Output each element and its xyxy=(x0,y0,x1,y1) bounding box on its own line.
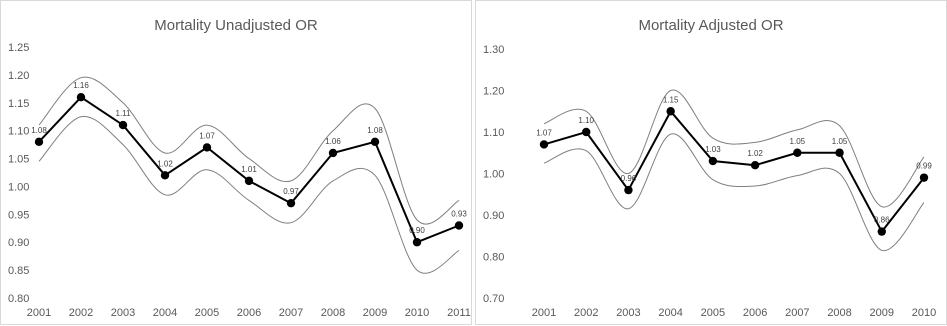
upper-ci-line xyxy=(38,76,460,225)
data-point xyxy=(328,148,338,158)
x-tick-label: 2004 xyxy=(153,307,177,319)
y-tick-label: 1.00 xyxy=(483,169,504,181)
lower-ci-line xyxy=(38,116,460,274)
data-label: 1.11 xyxy=(116,109,132,118)
adjusted-or-chart-panel: Mortality Adjusted OR 0.70 0.80 0.90 1.00 1.… xyxy=(475,0,947,325)
estimate-line xyxy=(543,109,925,234)
y-tick-label: 1.20 xyxy=(483,86,504,98)
x-tick-label: 2007 xyxy=(279,307,303,319)
x-tick-label: 2004 xyxy=(658,307,682,319)
x-tick-label: 2002 xyxy=(69,307,93,319)
data-label: 1.16 xyxy=(73,81,89,90)
data-point xyxy=(76,93,86,102)
x-tick-label: 2010 xyxy=(912,307,936,319)
y-tick-label: 0.80 xyxy=(483,252,504,264)
chart-title: Mortality Unadjusted OR xyxy=(154,17,318,34)
x-tick-label: 2007 xyxy=(785,307,809,319)
data-point xyxy=(539,140,549,149)
data-point xyxy=(877,227,886,236)
x-tick-label: 2008 xyxy=(321,307,345,319)
data-label: 1.05 xyxy=(832,137,848,146)
y-tick-label: 0.80 xyxy=(8,293,29,305)
x-tick-label: 2011 xyxy=(447,307,471,319)
data-point xyxy=(202,143,212,152)
data-point xyxy=(286,198,296,208)
x-tick-label: 2002 xyxy=(574,307,598,319)
y-tick-label: 0.95 xyxy=(8,209,29,221)
data-point xyxy=(454,221,464,230)
x-tick-label: 2010 xyxy=(405,307,429,319)
data-point xyxy=(835,148,844,157)
x-tick-label: 2009 xyxy=(363,307,387,319)
y-tick-label: 0.90 xyxy=(8,237,29,249)
data-label: 1.15 xyxy=(663,95,679,104)
unadjusted-or-chart: 0.80 0.85 0.90 0.95 1.00 1.05 1.10 1.15 1.20 1.25… xyxy=(8,42,471,319)
x-tick-label: 2008 xyxy=(827,307,851,319)
data-label: 1.02 xyxy=(157,159,173,168)
data-point xyxy=(118,120,128,130)
y-tick-label: 1.15 xyxy=(8,98,29,110)
data-point xyxy=(160,171,170,180)
x-tick-label: 2003 xyxy=(616,307,640,319)
unadjusted-or-chart-panel: Mortality Unadjusted OR 0.80 0.85 0.90 0.95… xyxy=(0,0,472,325)
data-point xyxy=(370,137,380,147)
data-point xyxy=(708,156,718,166)
y-tick-label: 1.20 xyxy=(8,70,29,82)
data-label: 1.07 xyxy=(536,128,552,137)
adjusted-or-chart: 0.70 0.80 0.90 1.00 1.10 1.20 1.30 2001 2002 2003… xyxy=(483,44,936,319)
y-tick-label: 0.90 xyxy=(483,210,504,222)
data-label: 0.93 xyxy=(451,209,467,218)
data-label: 0.90 xyxy=(409,226,425,235)
data-label: 1.08 xyxy=(31,126,47,135)
y-tick-label: 1.10 xyxy=(483,127,504,139)
x-tick-label: 2005 xyxy=(195,307,219,319)
data-label: 1.01 xyxy=(241,165,257,174)
x-tick-label: 2003 xyxy=(111,307,135,319)
x-tick-label: 2006 xyxy=(743,307,767,319)
data-label: 1.05 xyxy=(790,137,806,146)
data-label: 1.10 xyxy=(578,116,594,125)
data-point xyxy=(750,161,760,170)
data-label: 0.99 xyxy=(916,162,932,171)
data-point xyxy=(666,107,675,116)
x-tick-label: 2001 xyxy=(532,307,556,319)
data-point xyxy=(412,238,422,247)
y-tick-label: 1.00 xyxy=(8,181,29,193)
x-tick-label: 2001 xyxy=(27,307,51,319)
data-point xyxy=(34,137,44,147)
y-tick-label: 1.10 xyxy=(8,126,29,138)
data-point xyxy=(582,127,591,137)
data-label: 1.08 xyxy=(367,126,383,135)
data-label: 0.97 xyxy=(283,187,299,196)
lower-ci-line xyxy=(543,133,925,251)
y-tick-label: 1.25 xyxy=(8,42,29,54)
data-label: 1.07 xyxy=(199,131,215,140)
data-label: 0.96 xyxy=(621,174,637,183)
x-tick-label: 2005 xyxy=(701,307,725,319)
y-tick-label: 1.30 xyxy=(483,44,504,56)
x-tick-label: 2009 xyxy=(870,307,894,319)
data-label: 1.03 xyxy=(705,145,721,154)
data-label: 1.02 xyxy=(747,149,763,158)
y-tick-label: 0.70 xyxy=(483,293,504,305)
data-point xyxy=(244,176,254,186)
data-point xyxy=(624,185,633,195)
y-tick-label: 1.05 xyxy=(8,154,29,166)
data-point xyxy=(919,173,929,182)
chart-title: Mortality Adjusted OR xyxy=(638,17,784,34)
upper-ci-line xyxy=(543,89,925,208)
y-tick-label: 0.85 xyxy=(8,265,29,277)
data-point xyxy=(793,148,802,157)
data-label: 0.86 xyxy=(874,216,890,225)
data-label: 1.06 xyxy=(325,137,341,146)
x-tick-label: 2006 xyxy=(237,307,261,319)
